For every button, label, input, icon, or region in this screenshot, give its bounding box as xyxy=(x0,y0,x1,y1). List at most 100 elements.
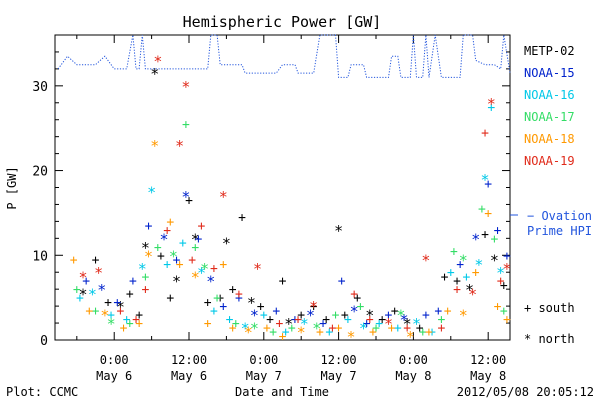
south-point: + xyxy=(325,325,333,340)
north-point: * xyxy=(347,328,356,346)
north-point: * xyxy=(474,256,483,274)
north-point: * xyxy=(241,319,250,337)
north-point: * xyxy=(334,222,343,240)
south-point: + xyxy=(494,223,502,238)
south-point: + xyxy=(104,295,112,310)
south-point: + xyxy=(291,312,299,327)
x-tick-time: 12:00 xyxy=(171,353,207,367)
north-point: * xyxy=(396,307,405,325)
south-point: + xyxy=(92,304,100,319)
south-point: + xyxy=(441,270,449,285)
south-point: + xyxy=(260,308,268,323)
north-point: * xyxy=(79,268,88,286)
south-point: + xyxy=(497,274,505,289)
north-point: * xyxy=(247,294,256,312)
south-point: + xyxy=(335,321,343,336)
x-axis: 0:00 May 6 12:00 May 6 0:00 May 7 12:00 May 7 0:… xyxy=(76,35,506,383)
south-point: + xyxy=(344,312,352,327)
north-point: * xyxy=(400,311,409,329)
x-tick-time: 0:00 xyxy=(399,353,428,367)
south-point: + xyxy=(135,308,143,323)
south-point: + xyxy=(129,274,137,289)
south-point: + xyxy=(257,300,265,315)
south-point: + xyxy=(141,270,149,285)
plot-timestamp: 2012/05/08 20:05:12 xyxy=(457,385,594,399)
north-point: * xyxy=(141,239,150,257)
marker-legend-south: + south xyxy=(524,301,575,315)
south-point: + xyxy=(369,325,377,340)
north-point: * xyxy=(219,188,228,206)
north-point: * xyxy=(169,247,178,265)
south-point: + xyxy=(356,300,364,315)
south-point: + xyxy=(145,219,153,234)
south-point: + xyxy=(332,308,340,323)
south-point: + xyxy=(120,321,128,336)
south-point: + xyxy=(226,312,234,327)
south-point: + xyxy=(117,304,125,319)
y-tick-label: 20 xyxy=(32,165,48,180)
south-point: + xyxy=(132,312,140,327)
legend-entry-noaa-18: NOAA-18 xyxy=(524,132,575,146)
north-point: * xyxy=(412,315,421,333)
north-point: * xyxy=(79,285,88,303)
x-tick-date: May 7 xyxy=(321,369,357,383)
north-point: * xyxy=(306,307,315,325)
north-point: * xyxy=(97,281,106,299)
south-point: + xyxy=(213,291,221,306)
south-point: + xyxy=(229,321,237,336)
north-point: * xyxy=(144,247,153,265)
south-point: + xyxy=(366,312,374,327)
south-point: + xyxy=(478,202,486,217)
south-point: + xyxy=(210,304,218,319)
south-point: + xyxy=(297,308,305,323)
south-point: + xyxy=(198,219,206,234)
south-point: + xyxy=(73,283,81,298)
north-point: * xyxy=(181,188,190,206)
legend: METP-02 NOAA-15 NOAA-16 NOAA-17 NOAA-18 NOAA-… xyxy=(524,44,575,168)
south-point: + xyxy=(353,291,361,306)
south-point: + xyxy=(434,304,442,319)
south-point: + xyxy=(494,300,502,315)
south-point: + xyxy=(204,317,212,332)
north-point: * xyxy=(481,171,490,189)
series-noaa-16: + *+ +**++*++ *++ * ++ * + + * ++ +**+* xyxy=(76,101,505,341)
south-point: + xyxy=(163,257,171,272)
south-point: + xyxy=(484,177,492,192)
north-point: * xyxy=(191,268,200,286)
legend-entry-noaa-16: NOAA-16 xyxy=(524,88,575,102)
south-point: + xyxy=(210,261,218,276)
south-point: + xyxy=(70,253,78,268)
south-point: + xyxy=(185,194,193,209)
ovation-legend-label: − Ovation xyxy=(527,209,592,223)
south-point: + xyxy=(157,249,165,264)
south-point: + xyxy=(462,270,470,285)
south-point: + xyxy=(204,295,212,310)
south-point: + xyxy=(444,304,452,319)
south-point: + xyxy=(319,317,327,332)
south-point: + xyxy=(294,312,302,327)
series-noaa-15: + *+++*+*+*++* ++ * ++*++ * + ++*+++ xyxy=(82,177,511,332)
north-point: * xyxy=(309,298,318,316)
plot-source: Plot: CCMC xyxy=(6,385,78,399)
north-point: * xyxy=(406,328,415,346)
ovation-legend-label-2: Prime HPI xyxy=(527,224,592,238)
series-metp-02: *++ *++**++*+*+ +*++* +++* +++*++* ++* ++ + *+*+ xyxy=(79,65,508,336)
south-point: + xyxy=(141,283,149,298)
south-point: + xyxy=(487,101,495,116)
south-point: + xyxy=(472,266,480,281)
south-point: + xyxy=(453,274,461,289)
south-point: + xyxy=(484,206,492,221)
north-point: * xyxy=(107,315,116,333)
south-point: + xyxy=(107,308,115,323)
north-point: * xyxy=(459,307,468,325)
south-point: + xyxy=(481,126,489,141)
south-point: + xyxy=(126,287,134,302)
series-noaa-18: ++ *+ +**++*+++ * ++ * + + * + + * ++ *++++ xyxy=(70,137,511,346)
north-point: * xyxy=(284,315,293,333)
north-point: * xyxy=(244,324,253,342)
south-point: + xyxy=(310,300,318,315)
north-point: * xyxy=(312,319,321,337)
south-point: + xyxy=(394,321,402,336)
